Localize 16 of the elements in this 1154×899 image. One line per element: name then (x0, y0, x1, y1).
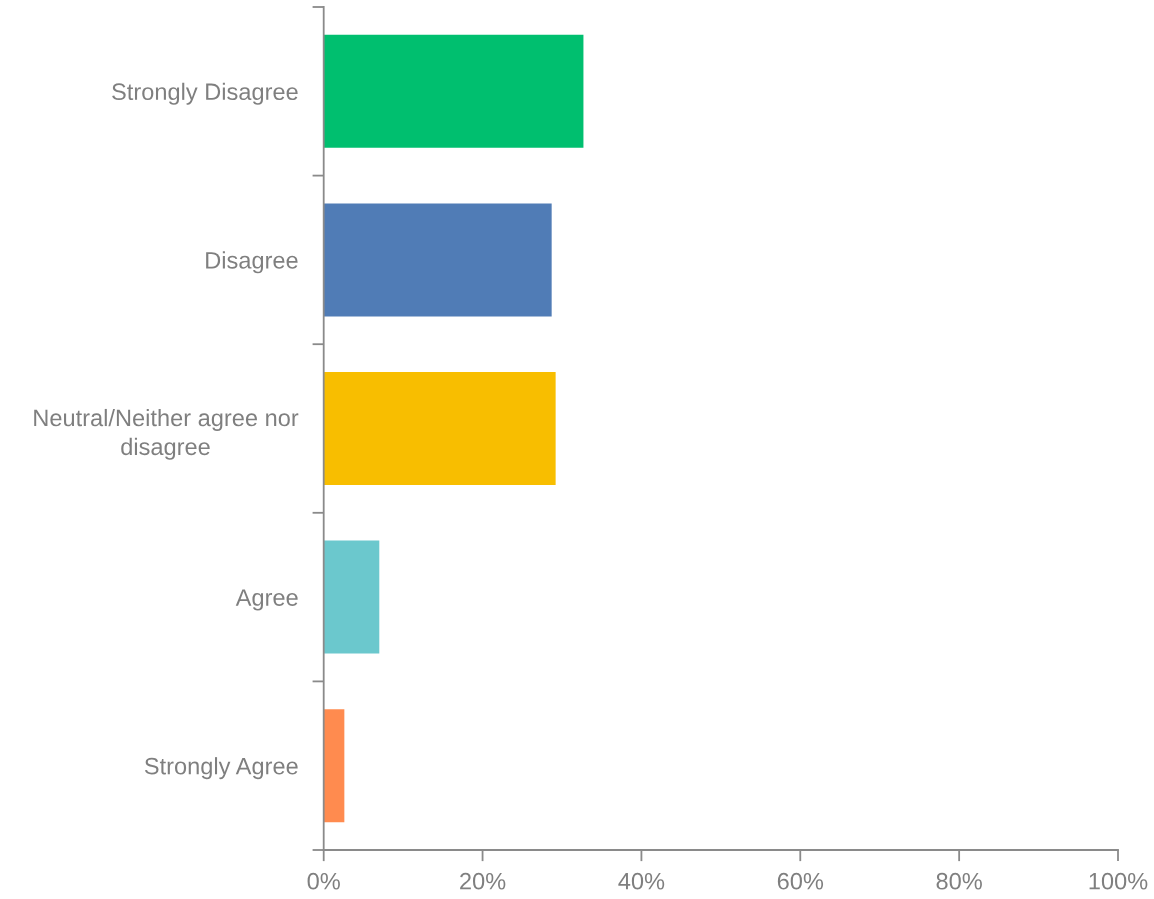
bar (323, 709, 345, 823)
bar (323, 203, 552, 317)
x-tick-label: 0% (307, 872, 340, 890)
x-tick-label: 20% (460, 872, 506, 890)
x-tick-label: 40% (618, 872, 665, 890)
y-tick-label: Strongly Agree (144, 757, 298, 780)
y-tick-label: Strongly Disagree (112, 82, 298, 105)
x-tick-label: 60% (777, 872, 824, 890)
y-tick-label: Agree (235, 589, 298, 611)
x-tick-label: 100% (1089, 872, 1148, 890)
y-tick-label: Disagree (206, 251, 298, 274)
bar (323, 540, 380, 654)
x-tick-label: 80% (936, 872, 982, 890)
bar (323, 34, 584, 148)
bar (323, 372, 556, 485)
y-tick-label: Neutral/Neither agree nor disagree (34, 408, 299, 460)
